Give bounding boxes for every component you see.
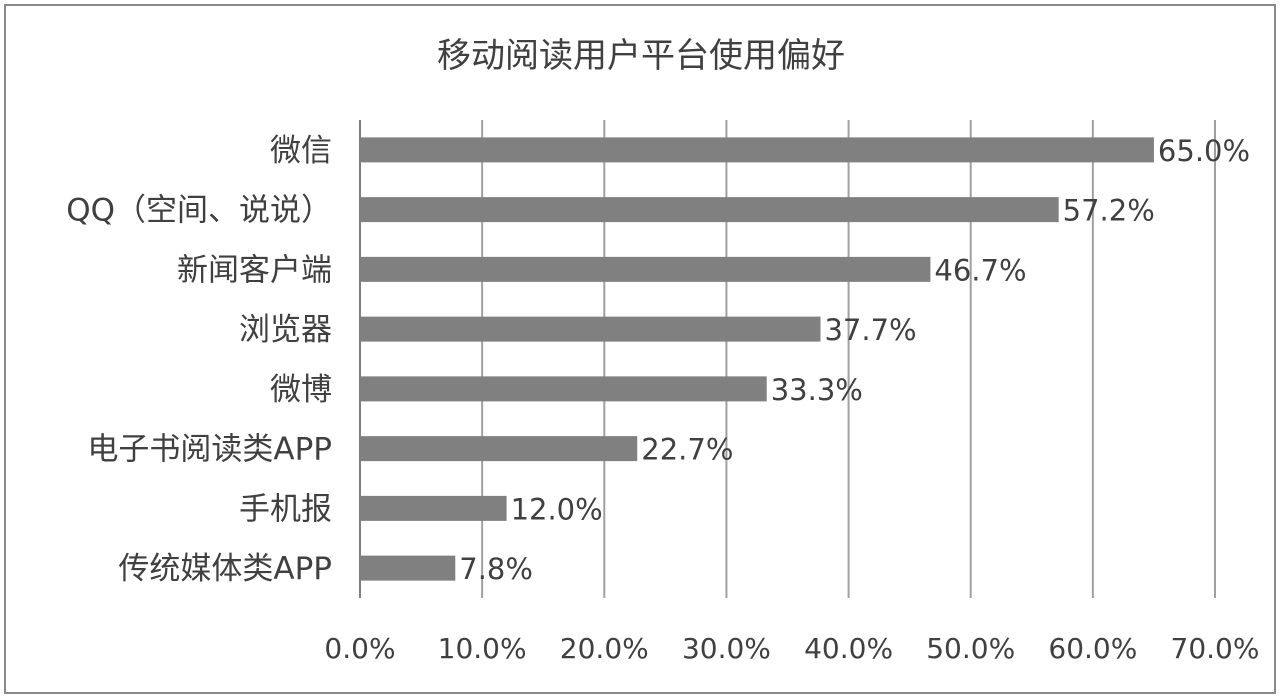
data-label: 65.0% (1158, 134, 1250, 168)
category-label: 手机报 (239, 491, 332, 527)
category-label: 微信 (270, 133, 332, 169)
x-tick-label: 70.0% (1171, 632, 1260, 665)
bar (360, 555, 456, 581)
chart-frame (4, 4, 1276, 694)
category-label: 新闻客户端 (177, 252, 332, 288)
bar (360, 197, 1059, 223)
bar (360, 495, 507, 521)
bar (360, 376, 767, 402)
x-tick-label: 20.0% (560, 632, 649, 665)
category-label: 微博 (270, 372, 332, 408)
category-label: 传统媒体类APP (118, 551, 332, 587)
data-label: 37.7% (824, 313, 916, 347)
category-label: 浏览器 (239, 312, 332, 348)
chart-title: 移动阅读用户平台使用偏好 (437, 36, 845, 76)
x-tick-label: 60.0% (1048, 632, 1137, 665)
x-tick-label: 40.0% (804, 632, 893, 665)
data-label: 12.0% (511, 492, 603, 526)
category-label: QQ（空间、说说） (66, 193, 332, 229)
x-tick-label: 30.0% (682, 632, 771, 665)
bar (360, 316, 821, 342)
bar (360, 256, 931, 282)
grid-lines (359, 120, 1216, 598)
data-label: 57.2% (1063, 194, 1155, 228)
data-label: 7.8% (459, 552, 533, 586)
labels: 0.0% 10.0% 20.0% 30.0% 40.0% 50.0% 60.0% 70.0% 微… (66, 133, 1259, 665)
x-tick-label: 50.0% (926, 632, 1015, 665)
bars (360, 137, 1154, 581)
data-label: 33.3% (771, 373, 863, 407)
x-tick-label: 0.0% (324, 632, 395, 665)
bar (360, 137, 1154, 163)
data-label: 46.7% (934, 253, 1026, 287)
data-label: 22.7% (641, 433, 733, 467)
bar (360, 436, 638, 462)
x-tick-label: 10.0% (438, 632, 527, 665)
category-label: 电子书阅读类APP (87, 432, 332, 468)
